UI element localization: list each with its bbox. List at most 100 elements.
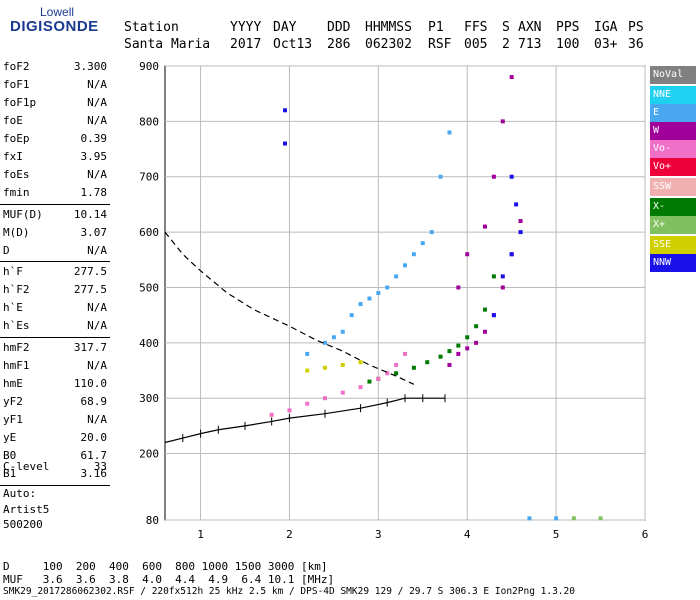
param-value: 68.9	[80, 395, 108, 408]
data-point-vo-	[287, 408, 292, 413]
header-yyyy: YYYY	[230, 20, 262, 35]
data-point-e	[376, 291, 381, 295]
param-value: 0.39	[80, 132, 108, 145]
plot-frame	[164, 65, 646, 521]
param-row: h`F 277.5	[3, 265, 107, 281]
data-point-vo-	[385, 371, 390, 376]
data-point-nnw	[509, 174, 514, 179]
header-pps: PPS	[556, 20, 580, 35]
param-row: foEp 0.39	[3, 132, 107, 148]
data-point-x-	[571, 516, 576, 521]
param-name: h`F2	[3, 283, 30, 296]
data-point-e	[385, 285, 390, 290]
param-row: MUF(D) 10.14	[3, 208, 107, 224]
data-point-nnw	[518, 230, 523, 235]
x-tick-label: 2	[286, 528, 293, 541]
param-name: foEs	[3, 168, 30, 181]
legend-ssw: SSW	[650, 178, 696, 196]
data-point-w	[483, 329, 487, 334]
param-value: N/A	[87, 359, 107, 372]
x-tick-label: 1	[197, 528, 204, 541]
data-point-w	[509, 75, 514, 80]
param-name: MUF(D)	[3, 208, 43, 221]
param-name: hmE	[3, 377, 23, 390]
data-point-w	[518, 219, 523, 224]
header-ffs-value: 005	[464, 37, 488, 52]
param-row: foF2 3.300	[3, 60, 107, 76]
data-point-nnw	[500, 274, 505, 279]
data-point-e	[323, 340, 327, 345]
param-value: 3.07	[80, 226, 108, 239]
data-point-w	[500, 119, 505, 124]
header-p1-value: RSF	[428, 37, 452, 52]
param-separator	[0, 485, 110, 486]
x-tick-label: 4	[464, 528, 471, 541]
param-name: hmF2	[3, 341, 30, 354]
data-point-w	[465, 252, 470, 257]
header-ddd: DDD	[327, 20, 351, 35]
footer-muf-row: MUF 3.6 3.6 3.8 4.0 4.4 4.9 6.4 10.1 [MH…	[3, 573, 335, 586]
data-point-e	[403, 263, 407, 268]
param-name: h`Es	[3, 319, 30, 332]
param-row: C-level 33	[3, 460, 107, 476]
header-ffs: FFS	[464, 20, 488, 35]
data-point-vo-	[323, 396, 327, 401]
header-day-value: Oct13	[273, 37, 313, 52]
footer-file-info: SMK29_2017286062302.RSF / 220fx512h 25 k…	[3, 586, 575, 597]
data-point-vo-	[269, 412, 274, 417]
param-row: yF1 N/A	[3, 413, 107, 429]
data-point-x-	[465, 335, 470, 340]
data-point-vo-	[305, 401, 310, 406]
param-row: foF1 N/A	[3, 78, 107, 94]
data-point-x-	[394, 371, 399, 376]
data-point-e	[305, 351, 310, 356]
data-point-nnw	[514, 202, 519, 207]
data-point-x-	[438, 354, 443, 359]
param-row: yF2 68.9	[3, 395, 107, 411]
header-hhmmss: HHMMSS	[365, 20, 412, 35]
digisonde-logo: DIGISONDE	[10, 18, 99, 35]
header-day: DAY	[273, 20, 297, 35]
legend-w: W	[650, 122, 696, 140]
data-point-e	[331, 335, 336, 340]
header-axn: AXN	[518, 20, 542, 35]
auto-label: Auto:	[3, 487, 37, 500]
legend-nnw: NNW	[650, 254, 696, 272]
param-value: 277.5	[73, 265, 107, 278]
auto-code: 500200	[3, 518, 43, 531]
param-name: foF1p	[3, 96, 37, 109]
data-point-w	[456, 351, 461, 356]
x-tick-label: 3	[375, 528, 382, 541]
param-row: foEs N/A	[3, 168, 107, 184]
param-row: hmE 110.0	[3, 377, 107, 393]
param-row: hmF2 317.7	[3, 341, 107, 357]
data-point-x-	[474, 324, 479, 329]
data-point-sse	[305, 368, 310, 373]
data-point-vo-	[358, 385, 363, 390]
param-value: 3.300	[73, 60, 107, 73]
header-ddd-value: 286	[327, 37, 351, 52]
param-row: M(D) 3.07	[3, 226, 107, 242]
param-name: hmF1	[3, 359, 30, 372]
data-point-vo-	[394, 362, 399, 367]
param-row: B0 61.7	[3, 449, 107, 465]
data-point-x-	[456, 343, 461, 348]
data-point-e	[367, 296, 372, 301]
param-value: 1.78	[80, 186, 108, 199]
param-name: B0	[3, 449, 17, 462]
param-name: D	[3, 244, 10, 257]
param-value: 20.0	[80, 431, 108, 444]
param-value: N/A	[87, 78, 107, 91]
data-point-e	[358, 302, 363, 307]
legend-vo-plus: Vo+	[650, 158, 696, 176]
header-hhmmss-value: 062302	[365, 37, 412, 52]
profile-curve	[164, 397, 445, 444]
data-point-e	[340, 329, 345, 334]
data-point-sse	[340, 362, 345, 367]
lowell-label: Lowell	[40, 5, 75, 19]
header-iga: IGA	[594, 20, 618, 35]
param-separator	[0, 337, 110, 338]
param-row: foE N/A	[3, 114, 107, 130]
